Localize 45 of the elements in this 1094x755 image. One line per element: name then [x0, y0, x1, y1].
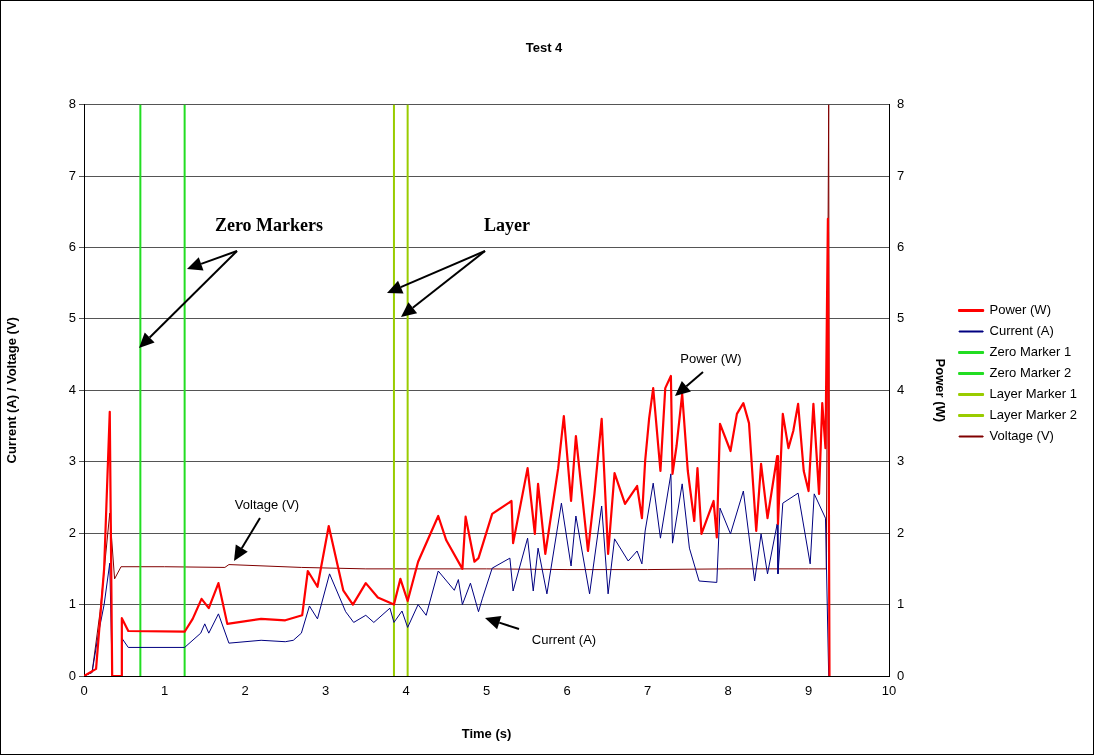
y-tick-label: 0 [68, 667, 76, 683]
y-tick-label: 1 [68, 596, 76, 612]
legend-label: Voltage (V) [989, 428, 1054, 444]
annotation: Voltage (V) [234, 496, 300, 512]
y-tick-label: 5 [68, 310, 76, 326]
legend-label: Current (A) [989, 323, 1054, 339]
x-tick-label: 4 [402, 683, 410, 699]
annotation: Layer [484, 214, 530, 236]
legend-label: Layer Marker 1 [989, 386, 1077, 402]
y2-tick-label: 3 [897, 453, 905, 469]
legend-label: Power (W) [989, 302, 1051, 318]
annotation: Current (A) [531, 631, 597, 647]
y2-tick-label: 1 [897, 596, 905, 612]
y-axis-title: Current (A) / Voltage (V) [4, 317, 20, 464]
y2-tick-label: 4 [897, 381, 905, 397]
y2-tick-label: 8 [897, 96, 905, 112]
annotation: Power (W) [680, 350, 742, 366]
x-tick-label: 8 [724, 683, 732, 699]
y2-tick-label: 2 [897, 524, 905, 540]
y-tick-label: 6 [68, 239, 76, 255]
x-tick-label: 7 [643, 683, 652, 699]
legend-label: Layer Marker 2 [989, 407, 1077, 423]
x-tick-label: 10 [881, 683, 897, 699]
y-tick-label: 3 [68, 453, 76, 469]
y-tick-label: 8 [68, 96, 76, 112]
x-tick-label: 1 [160, 683, 169, 699]
chart-title: Test 4 [525, 40, 564, 56]
y2-tick-label: 6 [897, 239, 905, 255]
y2-tick-label: 5 [897, 310, 905, 326]
y-tick-label: 2 [68, 524, 76, 540]
x-tick-label: 5 [482, 683, 491, 699]
y-tick-label: 7 [68, 167, 76, 183]
legend-label: Zero Marker 2 [989, 365, 1072, 381]
legend-label: Zero Marker 1 [989, 344, 1072, 360]
y2-tick-label: 7 [897, 167, 905, 183]
x-tick-label: 3 [321, 683, 330, 699]
x-tick-label: 6 [563, 683, 571, 699]
y-tick-label: 4 [68, 381, 76, 397]
x-tick-label: 0 [80, 683, 88, 699]
x-axis-title: Time (s) [461, 725, 512, 741]
x-tick-label: 9 [804, 683, 813, 699]
x-tick-label: 2 [241, 683, 249, 699]
annotation: Zero Markers [214, 214, 324, 236]
y2-axis-title: Power (W) [932, 358, 948, 423]
y2-tick-label: 0 [897, 667, 905, 683]
